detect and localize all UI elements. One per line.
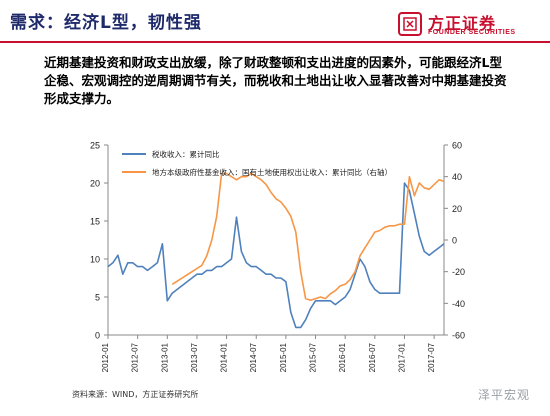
left-axis-tick-label: 20 <box>90 179 100 189</box>
left-axis-tick-label: 0 <box>95 331 100 341</box>
right-axis-tick-label: -40 <box>452 299 465 309</box>
left-axis-tick-label: 25 <box>90 141 100 151</box>
left-axis-tick-label: 15 <box>90 217 100 227</box>
series-line-land-sales <box>171 172 445 301</box>
x-axis-tick-label: 2016-07 <box>368 342 377 372</box>
right-axis-tick-label: 60 <box>452 141 462 151</box>
legend-label: 地方本级政府性基金收入：国有土地使用权出让收入：累计同比（右轴） <box>152 167 392 177</box>
right-axis-tick-label: 40 <box>452 172 462 182</box>
right-axis-tick-label: 20 <box>452 204 462 214</box>
x-axis-tick-label: 2013-01 <box>160 342 169 372</box>
brand-logo-mark-icon <box>398 12 422 36</box>
legend-label: 税收收入：累计同比 <box>152 149 220 159</box>
x-axis-tick-label: 2012-07 <box>131 342 140 372</box>
series-line-tax-revenue <box>107 182 445 329</box>
x-axis-tick-label: 2017-01 <box>397 342 406 372</box>
x-axis-tick-label: 2014-01 <box>220 342 229 372</box>
source-note: 资料来源：WIND，方正证券研究所 <box>72 390 199 399</box>
left-axis-tick-label: 5 <box>95 293 100 303</box>
slide-title: 需求：经济L型，韧性强 <box>10 13 202 33</box>
x-axis-tick-label: 2017-07 <box>427 342 436 372</box>
right-axis-tick-label: 0 <box>452 236 457 246</box>
watermark: 泽平宏观 <box>477 388 530 402</box>
brand-name-en: FOUNDER SECURITIES <box>428 29 516 36</box>
x-axis-tick-label: 2013-07 <box>190 342 199 372</box>
intro-paragraph: 近期基建投资和财政支出放缓，除了财政整顿和支出进度的因素外，可能跟经济L型企稳、… <box>44 55 507 106</box>
right-axis-tick-label: -20 <box>452 267 465 277</box>
x-axis-tick-label: 2014-07 <box>249 342 258 372</box>
brand-name-cn: 方正证券 <box>428 14 497 33</box>
brand-logo: 方正证券 FOUNDER SECURITIES <box>398 10 538 38</box>
x-axis-tick-label: 2012-01 <box>101 342 110 372</box>
x-axis-tick-label: 2015-01 <box>279 342 288 372</box>
left-axis-tick-label: 10 <box>90 255 100 265</box>
x-axis-tick-label: 2016-01 <box>338 342 347 372</box>
title-divider <box>0 41 550 43</box>
x-axis-tick-label: 2015-07 <box>309 342 318 372</box>
right-axis-tick-label: -60 <box>452 331 465 341</box>
